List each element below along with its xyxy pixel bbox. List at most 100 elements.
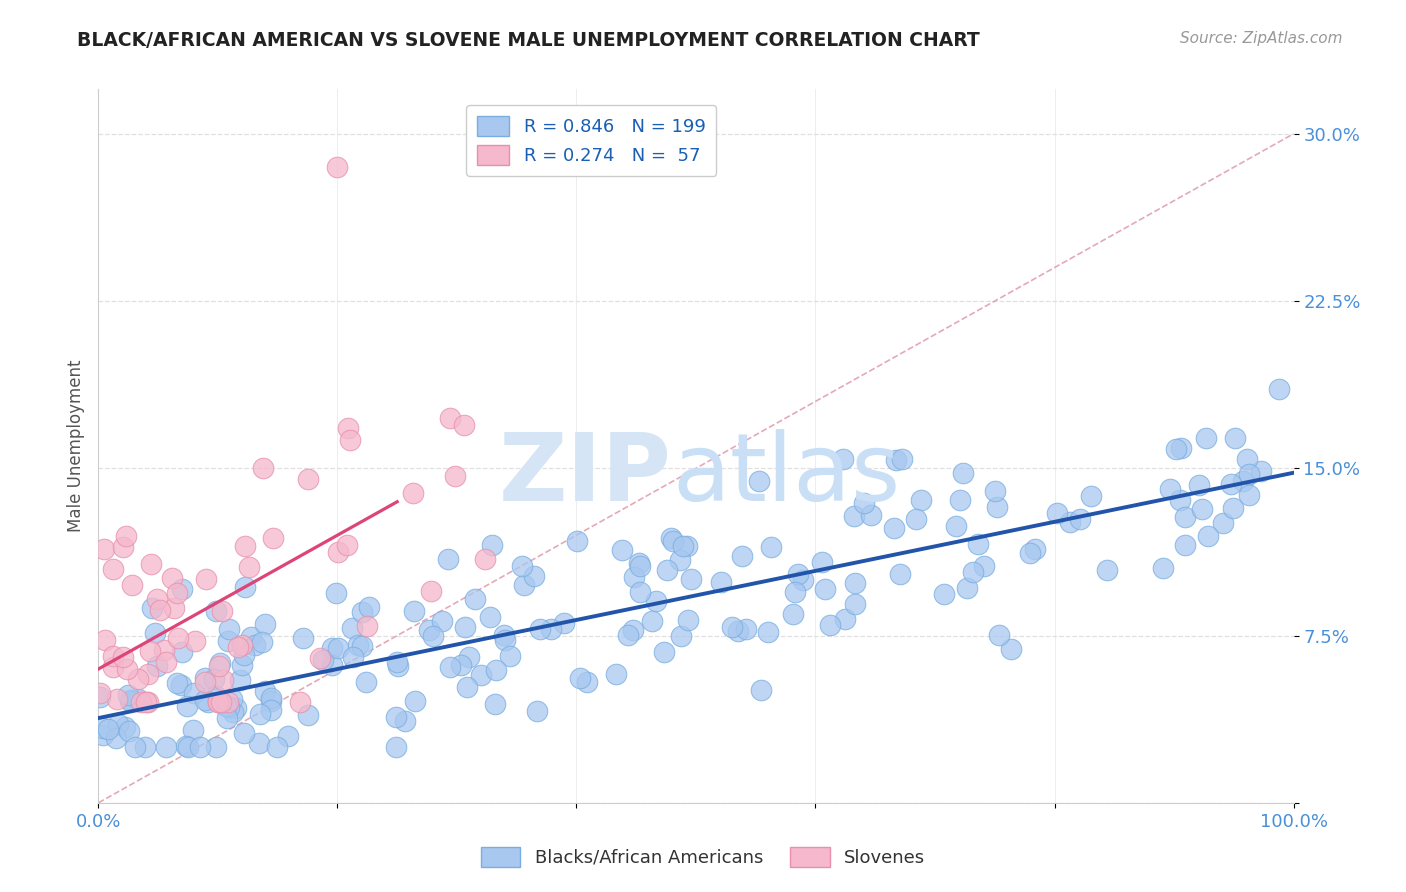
Point — [385, 655, 408, 669]
Point — [350, 639, 373, 653]
Legend: Blacks/African Americans, Slovenes: Blacks/African Americans, Slovenes — [474, 839, 932, 874]
Point — [197, 694, 219, 708]
Point — [202, 673, 225, 687]
Point — [214, 699, 236, 714]
Y-axis label: Male Unemployment: Male Unemployment — [66, 359, 84, 533]
Point — [347, 638, 370, 652]
Point — [621, 624, 644, 638]
Point — [1197, 529, 1219, 543]
Point — [1152, 561, 1174, 575]
Point — [710, 574, 733, 589]
Point — [681, 572, 703, 586]
Point — [1222, 501, 1244, 516]
Point — [401, 486, 423, 500]
Point — [311, 653, 333, 667]
Point — [114, 721, 136, 735]
Point — [553, 616, 575, 631]
Point — [749, 683, 772, 698]
Point — [103, 648, 125, 663]
Point — [814, 582, 837, 596]
Point — [218, 622, 240, 636]
Point — [172, 645, 194, 659]
Point — [464, 591, 486, 606]
Point — [1220, 476, 1243, 491]
Point — [986, 500, 1008, 514]
Point — [336, 538, 359, 552]
Point — [973, 558, 995, 573]
Point — [1168, 493, 1191, 508]
Point — [568, 671, 591, 685]
Point — [485, 664, 508, 678]
Point — [439, 660, 461, 674]
Point — [208, 656, 231, 670]
Point — [207, 696, 229, 710]
Point — [669, 553, 692, 567]
Point — [510, 559, 533, 574]
Point — [883, 521, 905, 535]
Point — [644, 594, 666, 608]
Point — [217, 696, 239, 710]
Point — [233, 539, 256, 553]
Point — [652, 645, 675, 659]
Point — [782, 607, 804, 621]
Point — [121, 578, 143, 592]
Point — [239, 630, 262, 644]
Point — [292, 632, 315, 646]
Point — [1174, 510, 1197, 524]
Point — [104, 731, 127, 745]
Point — [146, 659, 169, 673]
Point — [339, 434, 361, 448]
Point — [967, 537, 990, 551]
Point — [221, 705, 243, 719]
Point — [232, 725, 254, 739]
Point — [89, 690, 111, 704]
Point — [853, 496, 876, 510]
Point — [675, 539, 697, 553]
Point — [1225, 431, 1247, 445]
Point — [297, 708, 319, 723]
Point — [523, 569, 546, 583]
Point — [655, 563, 678, 577]
Point — [457, 649, 479, 664]
Point — [221, 692, 243, 706]
Point — [962, 565, 984, 579]
Point — [290, 696, 312, 710]
Point — [671, 630, 693, 644]
Point — [844, 575, 866, 590]
Point — [834, 612, 856, 626]
Point — [181, 723, 204, 737]
Point — [945, 518, 967, 533]
Point — [1191, 502, 1213, 516]
Point — [576, 675, 599, 690]
Point — [207, 696, 229, 710]
Point — [177, 740, 200, 755]
Point — [787, 567, 810, 582]
Point — [641, 614, 664, 628]
Point — [124, 740, 146, 755]
Point — [184, 634, 207, 648]
Point — [194, 572, 217, 586]
Point — [336, 421, 359, 435]
Point — [721, 620, 744, 634]
Text: Source: ZipAtlas.com: Source: ZipAtlas.com — [1180, 31, 1343, 46]
Point — [1232, 475, 1254, 489]
Point — [172, 582, 194, 596]
Point — [628, 556, 651, 570]
Point — [616, 628, 638, 642]
Point — [420, 583, 443, 598]
Point — [205, 690, 228, 704]
Point — [394, 714, 416, 728]
Point — [146, 591, 169, 606]
Point — [139, 644, 162, 658]
Point — [111, 649, 134, 664]
Point — [166, 631, 188, 645]
Point — [1174, 538, 1197, 552]
Point — [107, 717, 129, 731]
Point — [492, 628, 515, 642]
Point — [731, 549, 754, 564]
Point — [252, 461, 274, 475]
Point — [266, 740, 288, 755]
Point — [1080, 489, 1102, 503]
Point — [342, 621, 364, 635]
Point — [759, 540, 782, 554]
